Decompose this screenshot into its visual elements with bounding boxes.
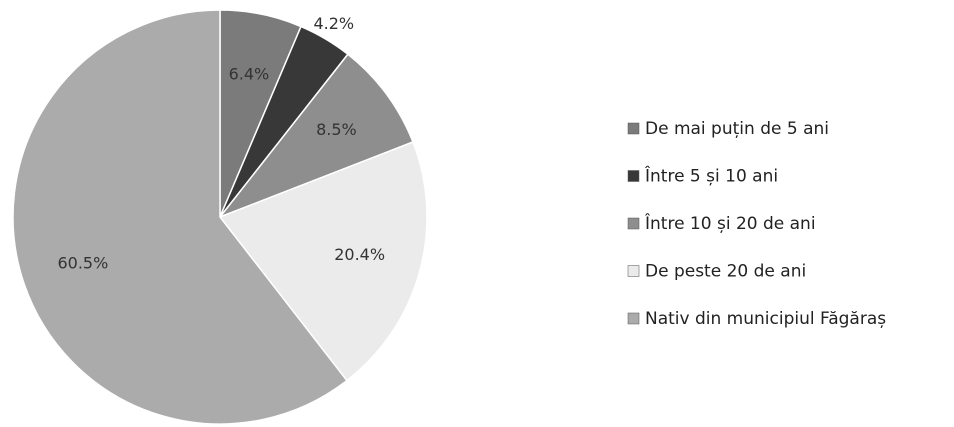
- legend-label: Nativ din municipiul Făgăraș: [645, 309, 886, 329]
- legend-label: De peste 20 de ani: [645, 262, 806, 282]
- data-label: 6.4%: [229, 65, 270, 84]
- data-label: 20.4%: [334, 245, 385, 264]
- legend-label: Între 5 și 10 ani: [644, 165, 778, 187]
- pie-slice: [217, 53, 414, 219]
- legend-label: De mai puțin de 5 ani: [645, 119, 829, 139]
- pie-slice: [218, 141, 428, 382]
- legend-swatch: [627, 312, 640, 325]
- legend-swatch: [627, 217, 640, 230]
- legend-swatch: [627, 170, 640, 182]
- data-label: 60.5%: [57, 253, 108, 272]
- pie-slice: [12, 9, 348, 425]
- legend-swatch: [627, 122, 640, 135]
- legend-swatch: [627, 265, 640, 277]
- data-label: 4.2%: [313, 14, 354, 33]
- legend-label: Între 10 și 20 de ani: [644, 212, 816, 234]
- data-label: 8.5%: [316, 120, 357, 139]
